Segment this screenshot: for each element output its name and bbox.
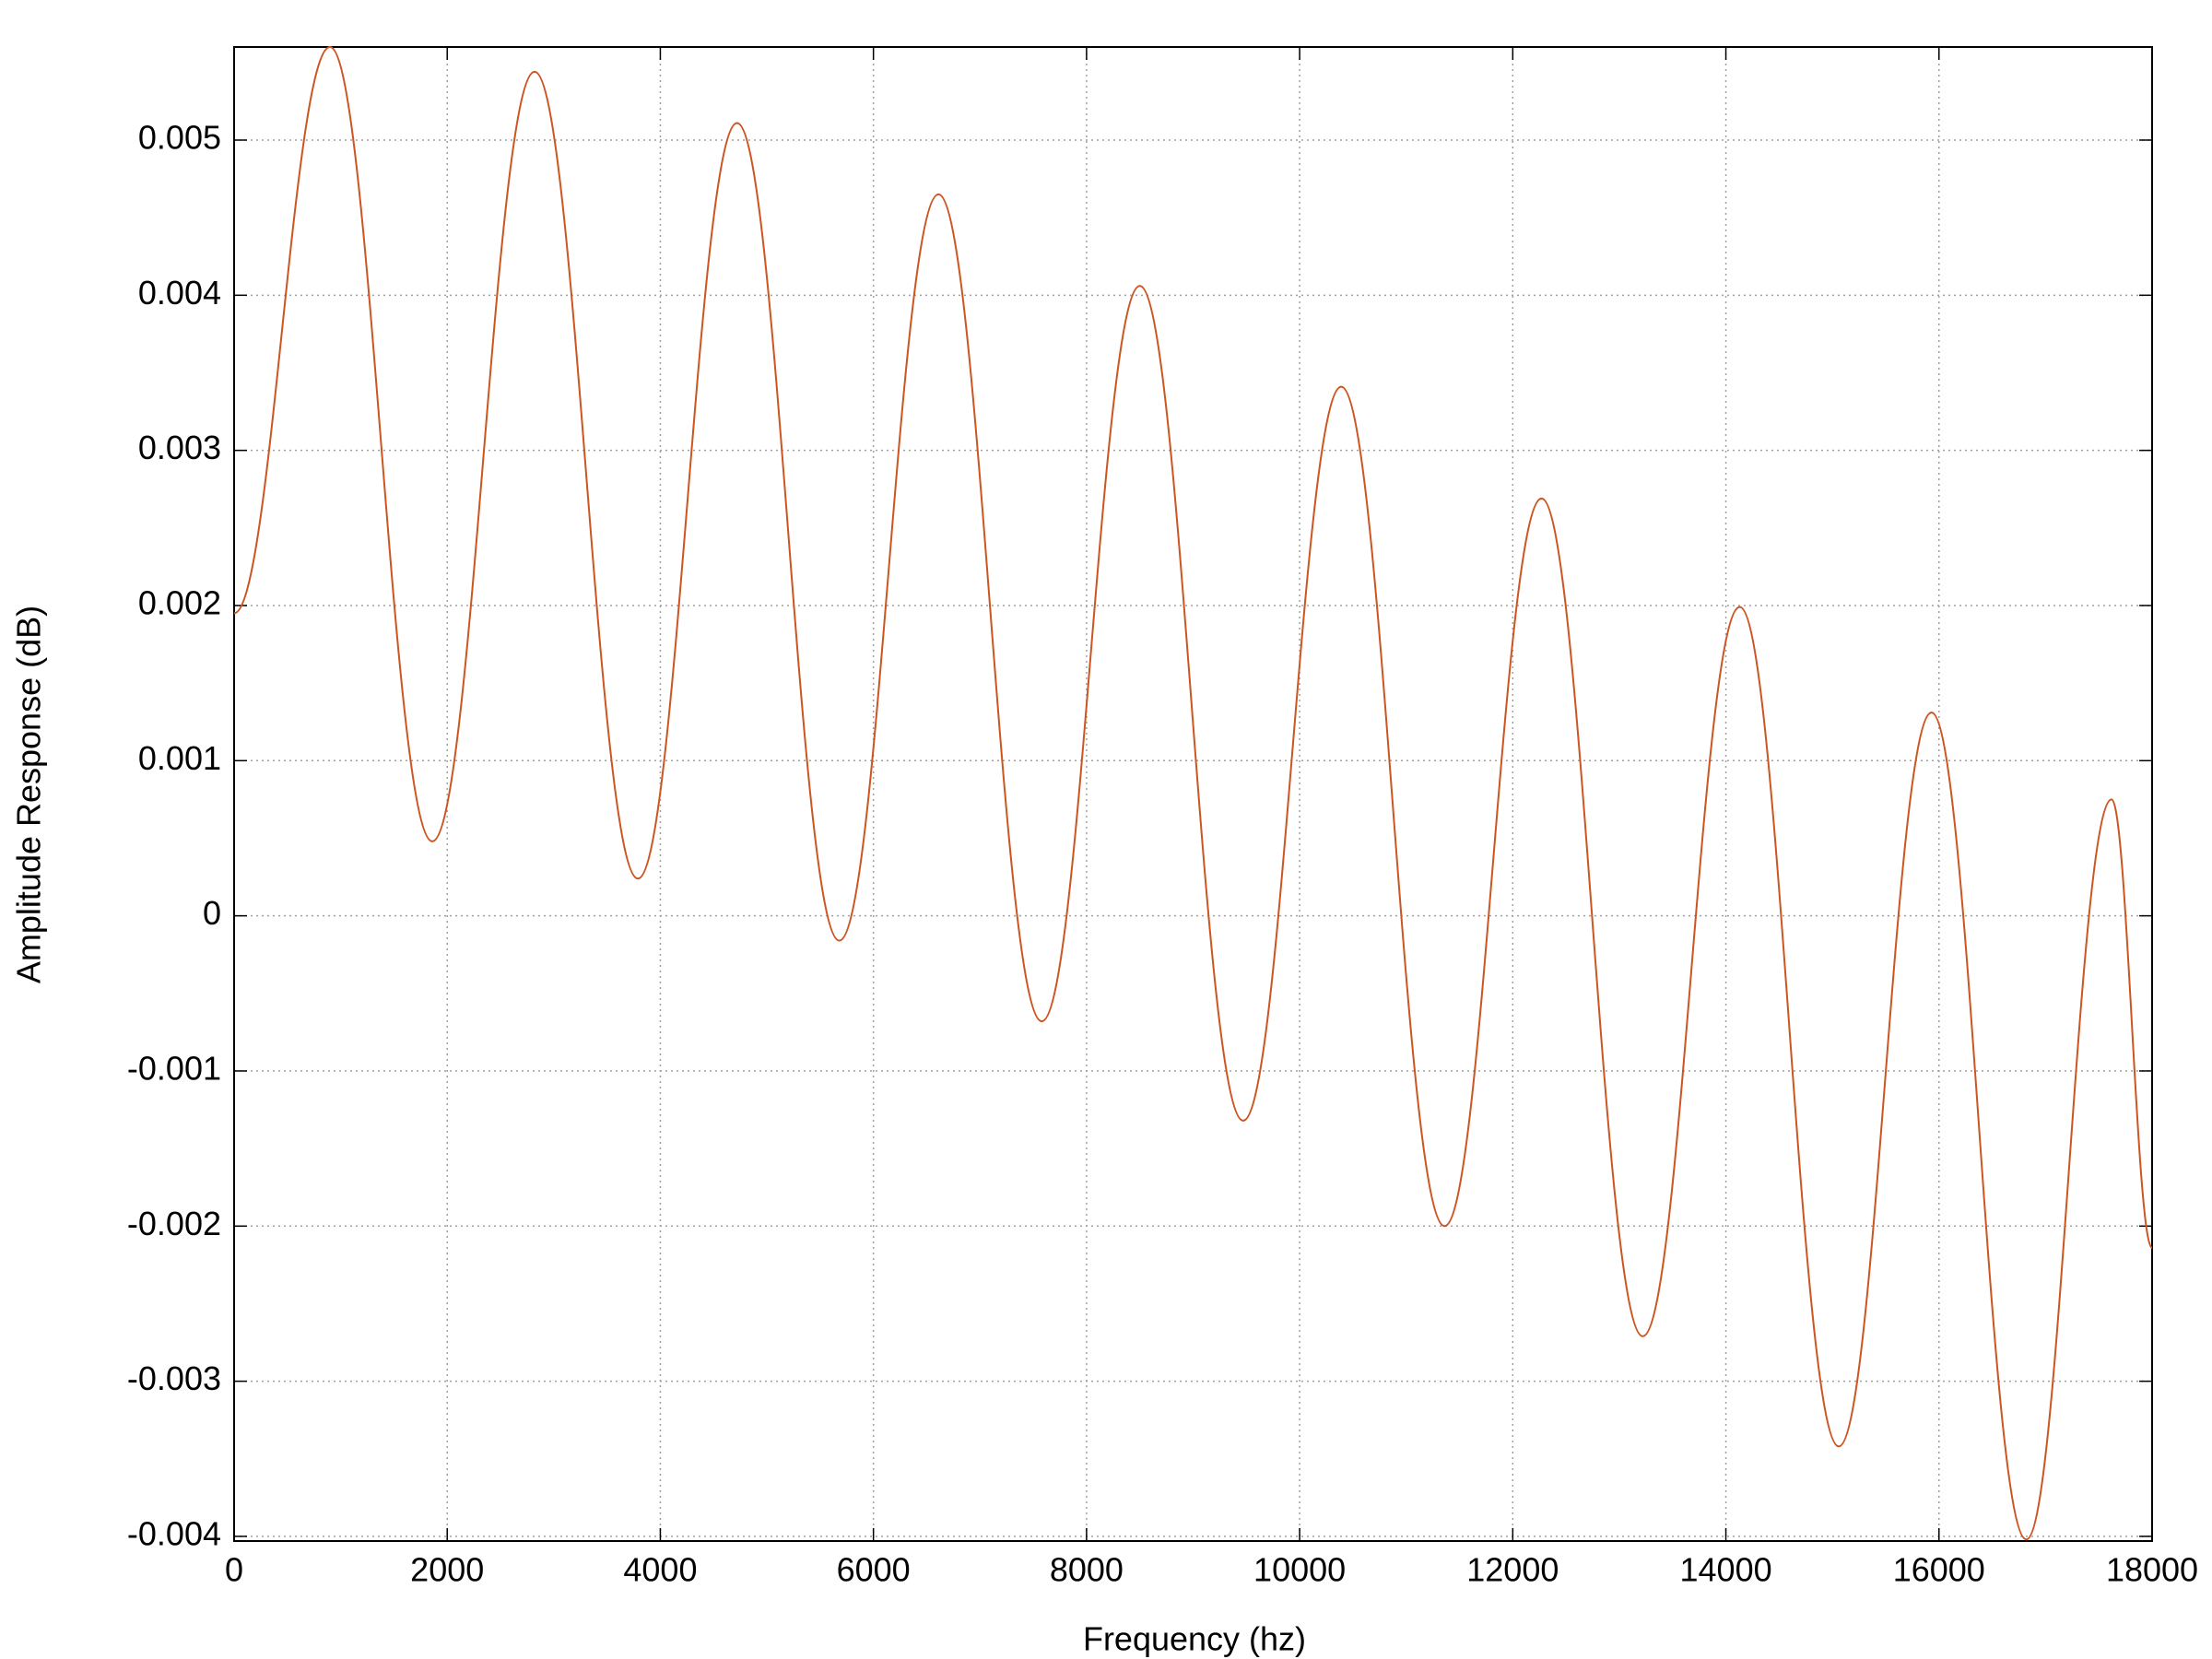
y-tick-label: 0.002 [138, 583, 221, 621]
x-tick-label: 12000 [1466, 1551, 1559, 1589]
x-tick-label: 6000 [837, 1551, 911, 1589]
x-tick-label: 4000 [623, 1551, 697, 1589]
y-axis-label: Amplitude Response (dB) [10, 606, 48, 983]
y-tick-label: 0.004 [138, 274, 221, 312]
y-tick-label: 0.003 [138, 429, 221, 466]
y-tick-label: -0.001 [127, 1049, 221, 1087]
x-tick-label: 10000 [1253, 1551, 1346, 1589]
x-tick-label: 0 [225, 1551, 243, 1589]
y-tick-label: 0.005 [138, 119, 221, 157]
x-tick-label: 2000 [410, 1551, 484, 1589]
x-tick-label: 8000 [1050, 1551, 1124, 1589]
y-tick-label: 0 [203, 894, 221, 932]
y-tick-label: 0.001 [138, 739, 221, 777]
x-tick-label: 18000 [2106, 1551, 2198, 1589]
y-tick-label: -0.003 [127, 1359, 221, 1397]
line-series [233, 45, 2153, 1541]
y-tick-label: -0.002 [127, 1205, 221, 1242]
x-tick-label: 14000 [1680, 1551, 1772, 1589]
y-tick-label: -0.004 [127, 1514, 221, 1552]
x-axis-label: Frequency (hz) [1083, 1620, 1306, 1658]
plot-frame [233, 46, 2153, 1542]
x-tick-label: 16000 [1893, 1551, 1985, 1589]
